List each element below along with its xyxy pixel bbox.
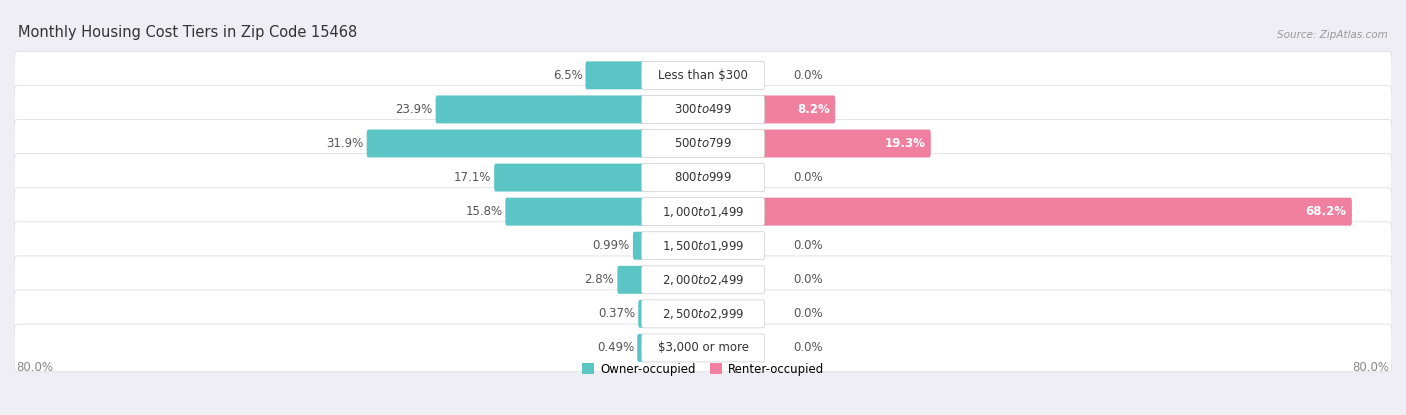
Text: $1,000 to $1,499: $1,000 to $1,499: [662, 205, 744, 219]
FancyBboxPatch shape: [14, 188, 1392, 235]
Text: 6.5%: 6.5%: [553, 69, 582, 82]
Text: $2,500 to $2,999: $2,500 to $2,999: [662, 307, 744, 321]
Text: 0.0%: 0.0%: [793, 69, 823, 82]
Text: 0.0%: 0.0%: [793, 308, 823, 320]
Text: 0.0%: 0.0%: [793, 342, 823, 354]
Text: $500 to $799: $500 to $799: [673, 137, 733, 150]
Text: 80.0%: 80.0%: [1353, 361, 1389, 374]
Text: 31.9%: 31.9%: [326, 137, 364, 150]
FancyBboxPatch shape: [638, 300, 644, 328]
Text: 23.9%: 23.9%: [395, 103, 433, 116]
Text: Monthly Housing Cost Tiers in Zip Code 15468: Monthly Housing Cost Tiers in Zip Code 1…: [18, 24, 357, 39]
Text: 19.3%: 19.3%: [884, 137, 925, 150]
FancyBboxPatch shape: [14, 154, 1392, 201]
FancyBboxPatch shape: [14, 120, 1392, 167]
FancyBboxPatch shape: [762, 198, 1353, 226]
FancyBboxPatch shape: [633, 232, 644, 260]
FancyBboxPatch shape: [14, 324, 1392, 372]
Text: 0.49%: 0.49%: [598, 342, 634, 354]
FancyBboxPatch shape: [14, 51, 1392, 99]
Text: $2,000 to $2,499: $2,000 to $2,499: [662, 273, 744, 287]
FancyBboxPatch shape: [641, 95, 765, 123]
FancyBboxPatch shape: [367, 129, 644, 157]
Text: 2.8%: 2.8%: [585, 273, 614, 286]
Text: 17.1%: 17.1%: [454, 171, 491, 184]
Text: 0.99%: 0.99%: [593, 239, 630, 252]
Text: $1,500 to $1,999: $1,500 to $1,999: [662, 239, 744, 253]
Text: 0.0%: 0.0%: [793, 239, 823, 252]
FancyBboxPatch shape: [641, 198, 765, 226]
Text: 0.0%: 0.0%: [793, 171, 823, 184]
Text: 15.8%: 15.8%: [465, 205, 502, 218]
FancyBboxPatch shape: [762, 129, 931, 157]
Text: 68.2%: 68.2%: [1305, 205, 1347, 218]
FancyBboxPatch shape: [641, 334, 765, 362]
FancyBboxPatch shape: [436, 95, 644, 123]
FancyBboxPatch shape: [14, 222, 1392, 270]
FancyBboxPatch shape: [505, 198, 644, 226]
FancyBboxPatch shape: [641, 232, 765, 260]
Text: 8.2%: 8.2%: [797, 103, 830, 116]
Text: 0.0%: 0.0%: [793, 273, 823, 286]
FancyBboxPatch shape: [641, 266, 765, 294]
Text: $3,000 or more: $3,000 or more: [658, 342, 748, 354]
FancyBboxPatch shape: [14, 85, 1392, 133]
Text: Source: ZipAtlas.com: Source: ZipAtlas.com: [1277, 29, 1388, 39]
Text: 80.0%: 80.0%: [17, 361, 53, 374]
Text: 0.37%: 0.37%: [598, 308, 636, 320]
FancyBboxPatch shape: [641, 300, 765, 328]
Legend: Owner-occupied, Renter-occupied: Owner-occupied, Renter-occupied: [578, 358, 828, 381]
Text: $300 to $499: $300 to $499: [673, 103, 733, 116]
Text: Less than $300: Less than $300: [658, 69, 748, 82]
FancyBboxPatch shape: [494, 164, 644, 192]
Text: $800 to $999: $800 to $999: [673, 171, 733, 184]
FancyBboxPatch shape: [641, 61, 765, 89]
FancyBboxPatch shape: [637, 334, 644, 362]
FancyBboxPatch shape: [14, 290, 1392, 338]
FancyBboxPatch shape: [617, 266, 644, 294]
FancyBboxPatch shape: [585, 61, 644, 89]
FancyBboxPatch shape: [641, 129, 765, 157]
FancyBboxPatch shape: [641, 164, 765, 192]
FancyBboxPatch shape: [762, 95, 835, 123]
FancyBboxPatch shape: [14, 256, 1392, 304]
